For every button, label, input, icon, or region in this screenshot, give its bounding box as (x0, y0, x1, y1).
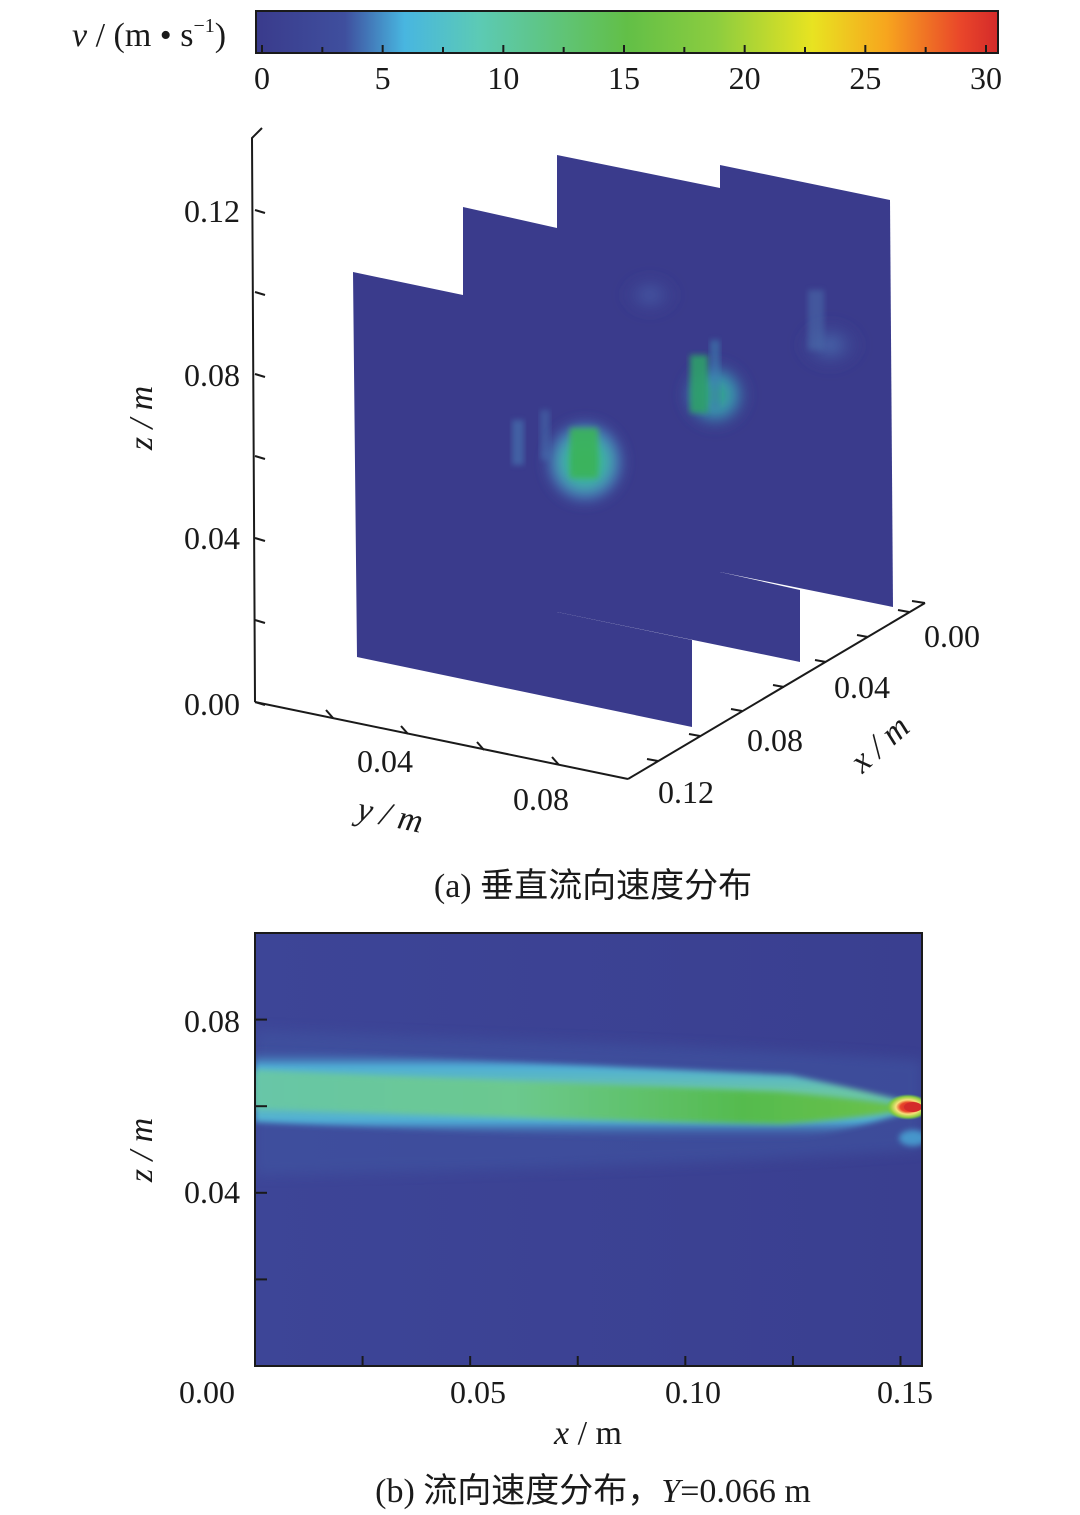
x-axis-tick (688, 733, 701, 737)
z-axis-tick (254, 373, 266, 378)
z-axis-tick (254, 537, 266, 542)
y-axis-tick (325, 709, 334, 719)
colorbar-tick-label: 0 (254, 60, 270, 96)
colorbar-tick-label: 25 (849, 60, 881, 96)
x-axis-tick (772, 684, 785, 688)
axes-3d (250, 127, 926, 780)
panel-b: 0.04 0.08 0.00 0.05 0.10 0.15 z / m x / … (123, 932, 933, 1510)
colorbar-tick-label: 10 (487, 60, 519, 96)
y-tick-label: 0.08 (513, 781, 569, 817)
slice-middle (557, 155, 800, 662)
colorbar-tick-label: 15 (608, 60, 640, 96)
x-axis-tick (646, 758, 659, 762)
colorbar-label: v / (m • s−1) (72, 15, 226, 54)
y-tick-label: 0.04 (357, 743, 413, 779)
x-axis-label: x / m (842, 708, 917, 780)
colorbar: v / (m • s−1) 0 5 10 15 20 25 30 (72, 10, 1002, 96)
slice-back (720, 165, 893, 607)
colorbar-tick-label: 20 (729, 60, 761, 96)
z-axis-tick (254, 291, 266, 296)
z-tick-label: 0.12 (184, 193, 240, 229)
z-axis-tick (254, 619, 266, 624)
y-axis-line (254, 701, 629, 780)
y-axis-tick (551, 756, 560, 766)
x-axis-label: x / m (553, 1415, 622, 1452)
x-tick-label: 0.10 (665, 1374, 721, 1410)
x-tick-label: 0.15 (877, 1374, 933, 1410)
x-tick-label: 0.00 (179, 1374, 235, 1410)
z-axis-tick (254, 701, 266, 706)
panel-a: 0.00 0.04 0.08 0.12 0.04 0.08 0.00 0.04 … (123, 127, 980, 905)
x-axis-tick (897, 609, 910, 613)
colorbar-tick-label: 30 (970, 60, 1002, 96)
z-axis-line (250, 127, 263, 703)
x-axis-line (627, 602, 926, 780)
z-tick-label: 0.08 (184, 1003, 240, 1039)
panel-b-ticks (255, 1018, 902, 1366)
z-tick-label: 0.00 (184, 686, 240, 722)
y-axis-label: y / m (351, 790, 426, 841)
panel-b-frame (254, 932, 923, 1367)
x-tick-label: 0.00 (924, 618, 980, 654)
y-axis-tick (476, 741, 485, 751)
x-axis-tick (856, 634, 869, 638)
x-tick-label: 0.04 (834, 669, 890, 705)
panel-b-field (255, 933, 922, 1366)
z-axis-label: z / m (123, 1118, 160, 1183)
caption-a: (a) 垂直流向速度分布 (434, 867, 752, 905)
x-axis-tick (814, 659, 827, 663)
axis-ticks-3d (254, 209, 910, 766)
colorbar-ticks: 0 5 10 15 20 25 30 (254, 45, 1002, 96)
slice-front (353, 207, 692, 727)
z-tick-label: 0.04 (184, 1174, 240, 1210)
z-axis-tick (254, 455, 266, 460)
z-tick-label: 0.08 (184, 357, 240, 393)
z-axis-tick (254, 209, 266, 214)
z-axis-label: z / m (123, 386, 160, 451)
y-axis-tick (400, 725, 409, 735)
z-tick-label: 0.04 (184, 520, 240, 556)
colorbar-gradient (255, 10, 999, 54)
x-tick-label: 0.12 (658, 774, 714, 810)
x-tick-label: 0.08 (747, 722, 803, 758)
x-tick-label: 0.05 (450, 1374, 506, 1410)
caption-b: (b) 流向速度分布，Y=0.066 m (375, 1472, 811, 1510)
x-axis-tick (730, 708, 743, 712)
colorbar-tick-label: 5 (375, 60, 391, 96)
